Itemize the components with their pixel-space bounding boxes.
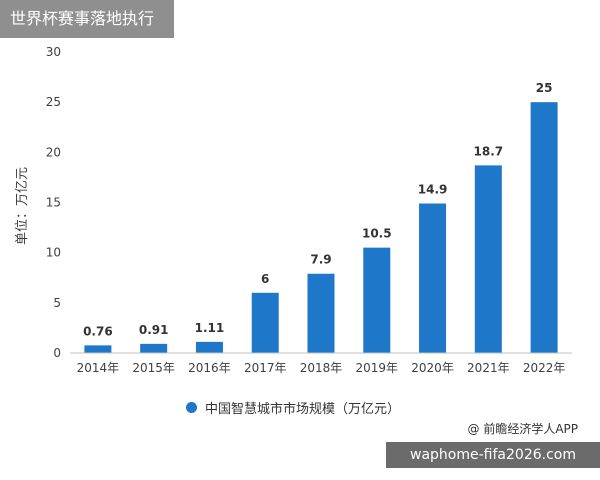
legend-marker [186,401,197,413]
bar [363,247,391,353]
y-tick-label: 5 [53,296,61,310]
y-tick-label: 15 [46,196,61,210]
bars-group: 0.76 0.91 1.11 6 7.9 10.5 14.9 18.7 25 [83,81,558,354]
data-label: 6 [261,272,269,286]
title-badge: 世界杯赛事落地执行 [0,0,174,38]
y-tick-label: 10 [46,246,61,260]
bar [84,345,112,353]
data-label: 25 [536,81,553,95]
bar [251,292,279,353]
bar-chart: 0 5 10 15 20 25 30 0.76 0.91 1.11 6 7.9 10.5 14.9 18.… [15,45,572,375]
x-tick-label: 2015年 [132,361,175,375]
bar [140,343,168,353]
y-tick-label: 25 [46,95,61,109]
legend-label: 中国智慧城市市场规模（万亿元） [205,401,401,417]
x-tick-label: 2014年 [77,361,120,375]
watermark-footer: waphome-fifa2026.com [386,442,600,468]
y-tick-label: 30 [46,45,61,59]
legend: 中国智慧城市市场规模（万亿元） [186,398,401,417]
data-label: 10.5 [362,227,392,241]
x-tick-label: 2018年 [300,361,343,375]
y-tick-label: 20 [46,145,61,159]
y-tick-label: 0 [53,346,61,360]
x-tick-label: 2021年 [467,361,510,375]
data-label: 18.7 [474,144,504,158]
bar [307,273,335,353]
x-tick-label: 2019年 [356,361,399,375]
y-axis-title: 单位：万亿元 [15,167,30,245]
data-label: 1.11 [195,321,225,335]
data-label: 0.76 [83,324,113,338]
x-tick-label: 2020年 [411,361,454,375]
data-label: 14.9 [418,183,448,197]
x-tick-label: 2017年 [244,361,287,375]
bar [195,341,223,353]
x-axis: 2014年 2015年 2016年 2017年 2018年 2019年 2020年 2021年… [70,352,572,375]
x-tick-label: 2022年 [523,361,566,375]
bar [419,203,447,353]
bar [530,102,558,354]
data-label: 0.91 [139,323,169,337]
x-tick-label: 2016年 [188,361,231,375]
data-label: 7.9 [310,253,331,267]
source-credit: @ 前瞻经济学人APP [467,422,579,436]
y-axis: 0 5 10 15 20 25 30 [46,45,61,360]
bar [474,165,502,353]
